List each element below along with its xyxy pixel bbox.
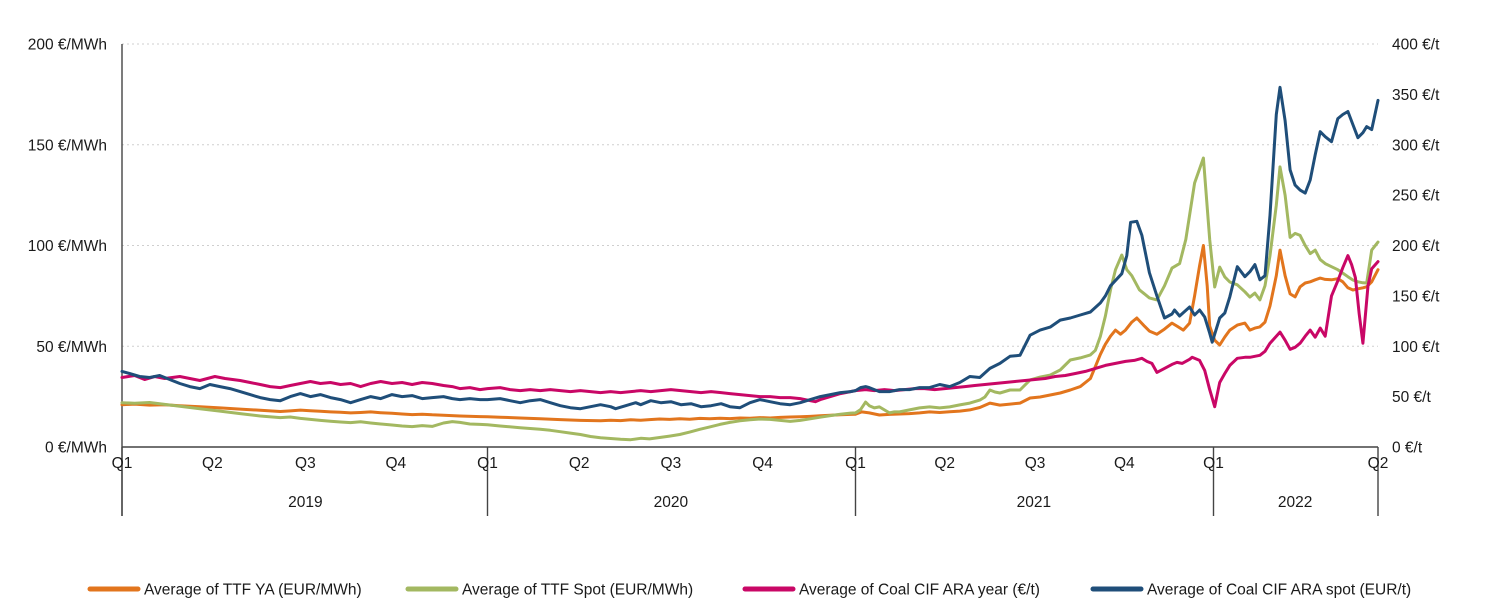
legend-item-2[interactable]: Average of Coal CIF ARA year (€/t) — [742, 582, 1040, 599]
y-axis-right-labels: 0 €/t 50 €/t 100 €/t 150 €/t 200 €/t 250 €/t 3… — [1392, 37, 1440, 457]
year-label: 2021 — [1017, 494, 1051, 511]
y-left-tick-label: 200 €/MWh — [28, 37, 107, 54]
legend-item-0[interactable]: Average of TTF YA (EUR/MWh) — [87, 582, 362, 599]
year-label: 2019 — [288, 494, 322, 511]
y-axis-left-labels: 0 €/MWh 50 €/MWh 100 €/MWh 150 €/MWh 200 €/M… — [28, 37, 107, 457]
y-right-tick-label: 200 €/t — [1392, 238, 1440, 255]
quarter-tick-label: Q3 — [1025, 455, 1046, 472]
legend-label: Average of Coal CIF ARA year (€/t) — [799, 582, 1040, 599]
y-right-tick-label: 100 €/t — [1392, 339, 1440, 356]
quarter-tick-label: Q1 — [1203, 455, 1224, 472]
quarter-tick-label: Q2 — [934, 455, 955, 472]
axes — [121, 44, 1379, 516]
legend-item-3[interactable]: Average of Coal CIF ARA spot (EUR/t) — [1090, 582, 1411, 599]
y-right-tick-label: 150 €/t — [1392, 288, 1440, 305]
legend-label: Average of Coal CIF ARA spot (EUR/t) — [1147, 582, 1411, 599]
y-right-tick-label: 350 €/t — [1392, 87, 1440, 104]
quarter-tick-label: Q3 — [661, 455, 682, 472]
y-right-tick-label: 400 €/t — [1392, 37, 1440, 54]
series-line-3 — [120, 85, 1380, 411]
x-axis-quarter-labels: Q1 Q2 Q3 Q4 Q1 Q2 Q3 Q4 Q1 Q2 Q3 Q4 Q1 Q2 — [112, 455, 1389, 472]
y-right-tick-label: 300 €/t — [1392, 137, 1440, 154]
y-left-tick-label: 100 €/MWh — [28, 238, 107, 255]
series-line-1 — [120, 156, 1380, 442]
quarter-tick-label: Q2 — [1368, 455, 1389, 472]
quarter-tick-label: Q4 — [1114, 455, 1135, 472]
y-left-tick-label: 0 €/MWh — [45, 440, 107, 457]
quarter-tick-label: Q2 — [569, 455, 590, 472]
quarter-tick-label: Q3 — [295, 455, 316, 472]
quarter-tick-label: Q1 — [845, 455, 866, 472]
series-line-2 — [120, 254, 1380, 409]
legend-label: Average of TTF Spot (EUR/MWh) — [462, 582, 693, 599]
year-label: 2020 — [654, 494, 689, 511]
y-right-tick-label: 50 €/t — [1392, 389, 1431, 406]
quarter-tick-label: Q2 — [202, 455, 223, 472]
quarter-tick-label: Q4 — [752, 455, 773, 472]
quarter-tick-label: Q1 — [477, 455, 498, 472]
y-right-tick-label: 0 €/t — [1392, 440, 1423, 457]
series-line-0 — [120, 244, 1380, 423]
quarter-tick-label: Q1 — [112, 455, 133, 472]
legend-label: Average of TTF YA (EUR/MWh) — [144, 582, 362, 599]
gridlines — [122, 43, 1378, 347]
y-left-tick-label: 50 €/MWh — [36, 339, 107, 356]
legend: Average of TTF YA (EUR/MWh) Average of TT… — [87, 582, 1411, 599]
x-axis-year-labels: 2019 2020 2021 2022 — [288, 494, 1312, 511]
y-right-tick-label: 250 €/t — [1392, 188, 1440, 205]
y-left-tick-label: 150 €/MWh — [28, 137, 107, 154]
legend-item-1[interactable]: Average of TTF Spot (EUR/MWh) — [405, 582, 693, 599]
quarter-tick-label: Q4 — [385, 455, 406, 472]
year-label: 2022 — [1278, 494, 1312, 511]
